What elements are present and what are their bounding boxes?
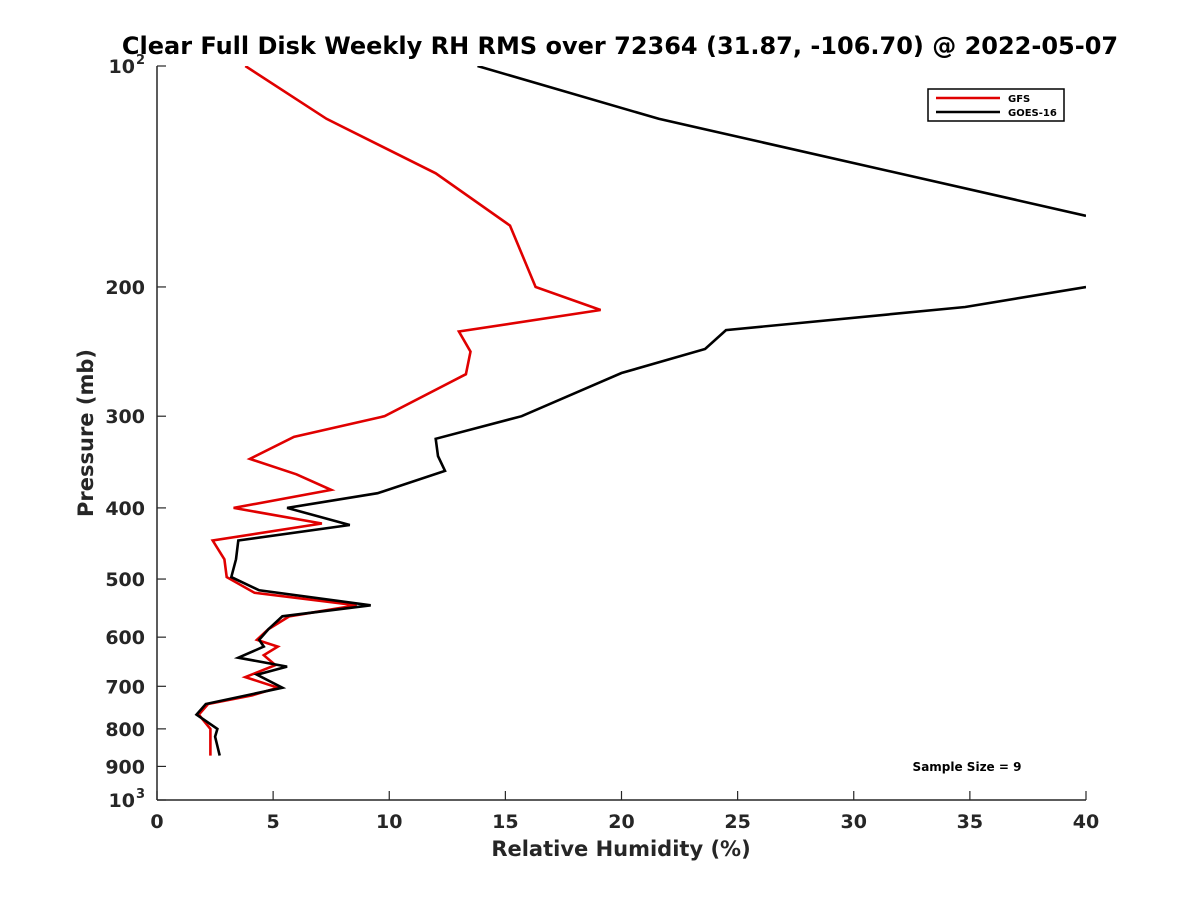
plot-background: [157, 66, 1086, 800]
x-tick-label: 5: [267, 811, 280, 833]
x-axis-label: Relative Humidity (%): [491, 837, 750, 861]
legend: GFS GOES-16: [927, 88, 1065, 122]
y-tick-label: 500: [105, 569, 145, 591]
y-tick-label: 10: [109, 56, 135, 78]
x-tick-label: 10: [376, 811, 402, 833]
sample-size-annotation: Sample Size = 9: [913, 760, 1022, 774]
legend-box: [927, 88, 1065, 122]
legend-label-goes-16: GOES-16: [1008, 108, 1057, 119]
y-axis-label: Pressure (mb): [74, 349, 98, 517]
y-tick-label: 400: [105, 498, 145, 520]
series-layer: [194, 66, 1086, 756]
x-tick-label: 20: [608, 811, 634, 833]
y-tick-label: 200: [105, 277, 145, 299]
y-tick-label: 300: [105, 406, 145, 428]
x-tick-label: 35: [957, 811, 983, 833]
y-tick-label: 700: [105, 676, 145, 698]
series-line-goes-16: [477, 66, 1086, 218]
x-tick-label: 40: [1073, 811, 1099, 833]
x-tick-label: 0: [150, 811, 163, 833]
x-tick-label: 30: [841, 811, 867, 833]
series-line-goes-16-lower: [194, 285, 1086, 756]
x-tick-label: 15: [492, 811, 518, 833]
y-tick-label-exponent: 3: [136, 787, 145, 802]
y-tick-label: 800: [105, 719, 145, 741]
y-tick-label: 900: [105, 756, 145, 778]
plot-area: [157, 66, 1086, 800]
legend-label-gfs: GFS: [1008, 94, 1030, 105]
x-tick-label: 25: [724, 811, 750, 833]
chart-title: Clear Full Disk Weekly RH RMS over 72364…: [122, 32, 1118, 60]
y-tick-label: 600: [105, 627, 145, 649]
y-tick-label-exponent: 2: [136, 53, 145, 68]
y-tick-label: 10: [109, 790, 135, 812]
